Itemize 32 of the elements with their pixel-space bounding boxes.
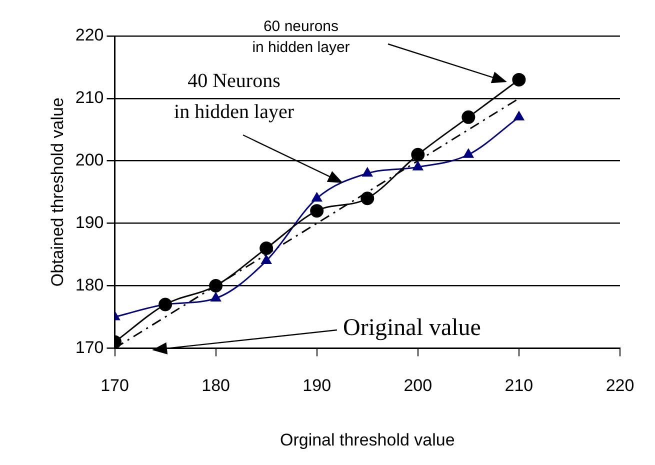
x-tick-label: 190 bbox=[302, 376, 332, 396]
y-tick-label: 210 bbox=[75, 88, 104, 108]
point bbox=[462, 110, 476, 124]
point bbox=[512, 72, 526, 86]
y-tick-label: 180 bbox=[75, 275, 104, 294]
y-tick-label: 170 bbox=[75, 338, 104, 357]
point bbox=[209, 279, 223, 293]
point bbox=[261, 255, 272, 264]
point bbox=[210, 292, 221, 302]
annotation: Original value bbox=[343, 314, 481, 342]
point bbox=[260, 242, 274, 256]
point bbox=[310, 204, 324, 218]
point bbox=[362, 168, 372, 177]
point bbox=[463, 148, 474, 158]
point bbox=[411, 148, 425, 162]
x-tick-label: 180 bbox=[202, 376, 230, 396]
y-axis-title: Obtained threshold value bbox=[48, 98, 67, 287]
x-tick-label: 220 bbox=[606, 376, 634, 396]
x-tick-label: 210 bbox=[504, 376, 534, 396]
y-tick-label: 190 bbox=[75, 213, 104, 232]
x-axis-title: Orginal threshold value bbox=[280, 430, 455, 450]
annotation: 40 Neurons in hidden layer bbox=[174, 69, 294, 125]
y-tick-label: 200 bbox=[75, 150, 104, 170]
x-tick-label: 170 bbox=[100, 376, 129, 396]
point bbox=[412, 161, 423, 170]
y-tick-label: 220 bbox=[75, 26, 104, 45]
point bbox=[514, 111, 524, 120]
annotation: 60 neurons in hidden layer bbox=[252, 17, 350, 58]
point bbox=[158, 298, 172, 312]
point bbox=[360, 192, 374, 206]
x-tick-label: 200 bbox=[404, 376, 432, 396]
point bbox=[312, 192, 322, 202]
